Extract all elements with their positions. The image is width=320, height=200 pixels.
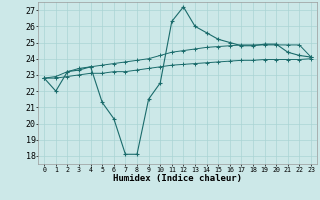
X-axis label: Humidex (Indice chaleur): Humidex (Indice chaleur): [113, 174, 242, 183]
